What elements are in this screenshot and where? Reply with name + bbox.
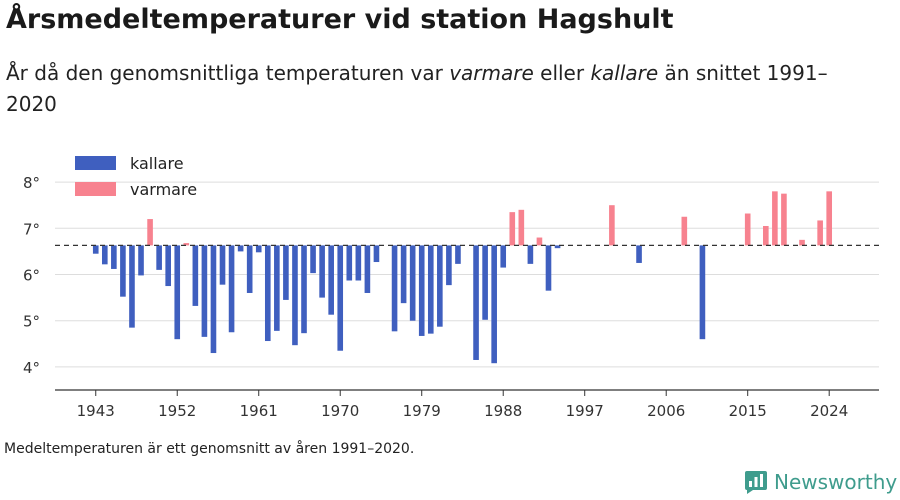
bar-colder (255, 245, 262, 253)
bar-colder (437, 245, 443, 327)
bar-colder (192, 245, 199, 306)
chart-subtitle: År då den genomsnittliga temperaturen va… (6, 58, 866, 120)
bar-colder (446, 245, 452, 286)
bar-colder (373, 245, 380, 263)
y-tick-label: 7° (23, 220, 40, 238)
bar-colder (346, 245, 353, 281)
bar-colder (292, 245, 298, 346)
bar-colder (264, 245, 271, 342)
bar-colder (455, 245, 461, 264)
bar-warmer (799, 239, 805, 246)
bar-colder (699, 245, 706, 340)
legend-label-varmare: varmare (130, 180, 197, 199)
bar-warmer (772, 191, 778, 246)
x-tick-label: 2006 (647, 402, 685, 420)
bar-colder (473, 245, 479, 360)
y-axis: 4° 5° 6° 7° 8° (23, 174, 40, 377)
bar-colder (274, 245, 280, 331)
bar-colder (210, 245, 217, 354)
x-tick-label: 2015 (729, 402, 767, 420)
bar-warmer (744, 213, 751, 246)
bar-colder (219, 245, 226, 285)
legend-label-kallare: kallare (130, 154, 184, 173)
subtitle-text-2: eller (533, 61, 591, 85)
bar-colder (111, 245, 117, 269)
bar-colder (129, 245, 135, 328)
brand-logo: Newsworthy (744, 467, 897, 497)
bar-colder (418, 245, 425, 336)
bar-colder (156, 245, 162, 270)
bar-warmer (536, 237, 543, 246)
legend: kallare varmare (75, 154, 197, 199)
bar-colder (165, 245, 171, 287)
bar-warmer (183, 243, 190, 246)
bar-colder (319, 245, 325, 298)
x-axis: 1943 1952 1961 1970 1979 1988 1997 2006 2015 2024 (77, 390, 848, 420)
bars (92, 191, 833, 364)
bar-colder (237, 245, 244, 252)
y-tick-label: 8° (23, 174, 40, 192)
bar-colder (337, 245, 344, 351)
x-tick-label: 1970 (321, 402, 359, 420)
footnote: Medeltemperaturen är ett genomsnitt av å… (4, 441, 415, 457)
x-tick-label: 1997 (566, 402, 604, 420)
bar-colder (500, 245, 507, 268)
bar-chart: 4° 5° 6° 7° 8° 1943 1952 1961 1970 1979 1988 1997 2… (23, 154, 879, 420)
legend-swatch-varmare (75, 182, 116, 196)
bar-colder (491, 245, 497, 364)
bar-warmer (509, 212, 516, 246)
bar-colder (120, 245, 126, 297)
bar-warmer (817, 220, 823, 246)
bar-colder (391, 245, 398, 332)
bar-colder (328, 245, 334, 315)
newsworthy-logo-icon (745, 471, 767, 494)
bar-colder (636, 245, 642, 263)
x-tick-label: 2024 (810, 402, 848, 420)
bar-colder (364, 245, 371, 293)
bar-warmer (826, 191, 833, 246)
bar-colder (138, 245, 144, 276)
bar-colder (201, 245, 208, 337)
chart-title: Årsmedeltemperaturer vid station Hagshul… (6, 4, 674, 35)
y-tick-label: 6° (23, 267, 40, 285)
bar-colder (283, 245, 289, 300)
bar-warmer (781, 193, 787, 246)
bar-colder (174, 245, 181, 340)
x-tick-label: 1943 (77, 402, 115, 420)
subtitle-text-3: än snittet 1991–2020 (6, 61, 828, 116)
bar-colder (427, 245, 434, 334)
subtitle-emphasis-warmer: varmare (449, 61, 534, 85)
bar-colder (400, 245, 407, 304)
bar-warmer (681, 216, 688, 246)
bar-warmer (609, 205, 615, 246)
bar-colder (310, 245, 316, 274)
bar-colder (482, 245, 488, 320)
bar-warmer (518, 209, 525, 246)
x-tick-label: 1961 (240, 402, 278, 420)
y-tick-label: 5° (23, 313, 40, 331)
bar-colder (101, 245, 108, 265)
bar-colder (527, 245, 534, 264)
subtitle-text-1: År då den genomsnittliga temperaturen va… (6, 61, 450, 85)
x-tick-label: 1988 (484, 402, 522, 420)
bar-colder (355, 245, 362, 281)
subtitle-emphasis-colder: kallare (590, 61, 659, 85)
y-tick-label: 4° (23, 359, 40, 377)
x-tick-label: 1979 (403, 402, 441, 420)
bar-warmer (763, 225, 769, 246)
bar-colder (554, 245, 561, 249)
x-tick-label: 1952 (158, 402, 196, 420)
legend-swatch-kallare (75, 156, 116, 170)
bar-colder (228, 245, 235, 333)
bar-colder (545, 245, 552, 291)
gridlines (55, 181, 879, 368)
bar-warmer (147, 219, 153, 246)
brand-name: Newsworthy (774, 470, 898, 494)
bar-colder (301, 245, 307, 334)
bar-colder (409, 245, 416, 321)
bar-colder (246, 245, 253, 293)
bar-colder (92, 245, 99, 254)
